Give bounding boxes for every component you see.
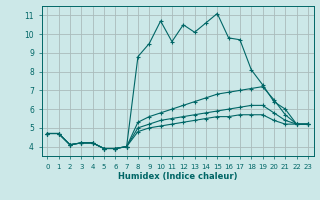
X-axis label: Humidex (Indice chaleur): Humidex (Indice chaleur) <box>118 172 237 181</box>
